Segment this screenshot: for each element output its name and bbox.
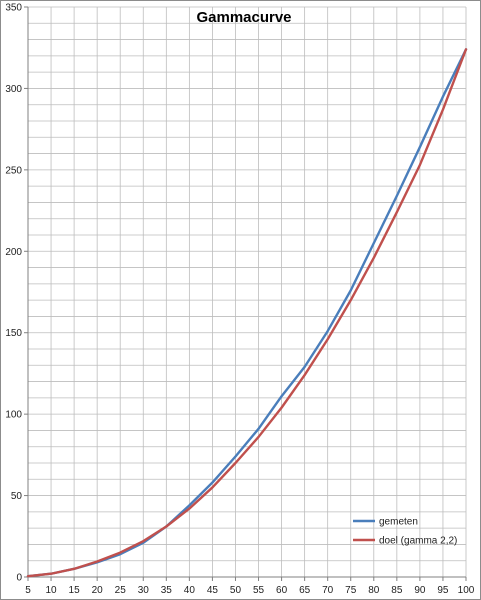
gridlines bbox=[27, 6, 467, 578]
x-tick-label: 75 bbox=[345, 585, 357, 596]
x-tick-label: 70 bbox=[322, 585, 334, 596]
x-tick-label: 35 bbox=[161, 585, 173, 596]
y-tick-label: 300 bbox=[5, 84, 22, 95]
y-tick-label: 250 bbox=[5, 165, 22, 176]
x-tick-label: 100 bbox=[458, 585, 475, 596]
x-tick-label: 25 bbox=[115, 585, 127, 596]
x-tick-label: 55 bbox=[253, 585, 265, 596]
y-tick-label: 0 bbox=[16, 573, 22, 584]
x-tick-label: 85 bbox=[391, 585, 403, 596]
x-tick-label: 95 bbox=[437, 585, 449, 596]
x-tick-label: 65 bbox=[299, 585, 311, 596]
x-tick-label: 20 bbox=[92, 585, 104, 596]
x-tick-labels: 5 10 15 20 25 30 35 40 45 50 55 60 65 70 75 80 85 90 95 100 bbox=[25, 585, 475, 596]
y-tick-label: 350 bbox=[5, 3, 22, 14]
y-tick-label: 100 bbox=[5, 410, 22, 421]
x-tick-label: 15 bbox=[69, 585, 81, 596]
series-lines bbox=[26, 48, 468, 578]
x-tick-label: 30 bbox=[138, 585, 150, 596]
legend-label-0: gemeten bbox=[379, 517, 418, 528]
x-tick-label: 90 bbox=[414, 585, 426, 596]
series-line-0 bbox=[26, 48, 468, 578]
x-tick-label: 60 bbox=[276, 585, 288, 596]
legend-label-1: doel (gamma 2,2) bbox=[379, 536, 457, 547]
x-tick-label: 80 bbox=[368, 585, 380, 596]
y-tick-label: 150 bbox=[5, 328, 22, 339]
y-tick-labels: 0 50 100 150 200 250 300 350 bbox=[5, 3, 22, 584]
x-tick-label: 50 bbox=[230, 585, 242, 596]
axes bbox=[24, 6, 467, 581]
series-line-1 bbox=[26, 48, 468, 578]
y-tick-label: 50 bbox=[11, 491, 23, 502]
y-tick-label: 200 bbox=[5, 247, 22, 258]
legend: gemeten doel (gamma 2,2) bbox=[353, 517, 457, 547]
chart-title: Gammacurve bbox=[196, 9, 291, 26]
x-tick-label: 40 bbox=[184, 585, 196, 596]
x-tick-label: 45 bbox=[207, 585, 219, 596]
x-tick-label: 5 bbox=[25, 585, 31, 596]
x-tick-label: 10 bbox=[45, 585, 57, 596]
